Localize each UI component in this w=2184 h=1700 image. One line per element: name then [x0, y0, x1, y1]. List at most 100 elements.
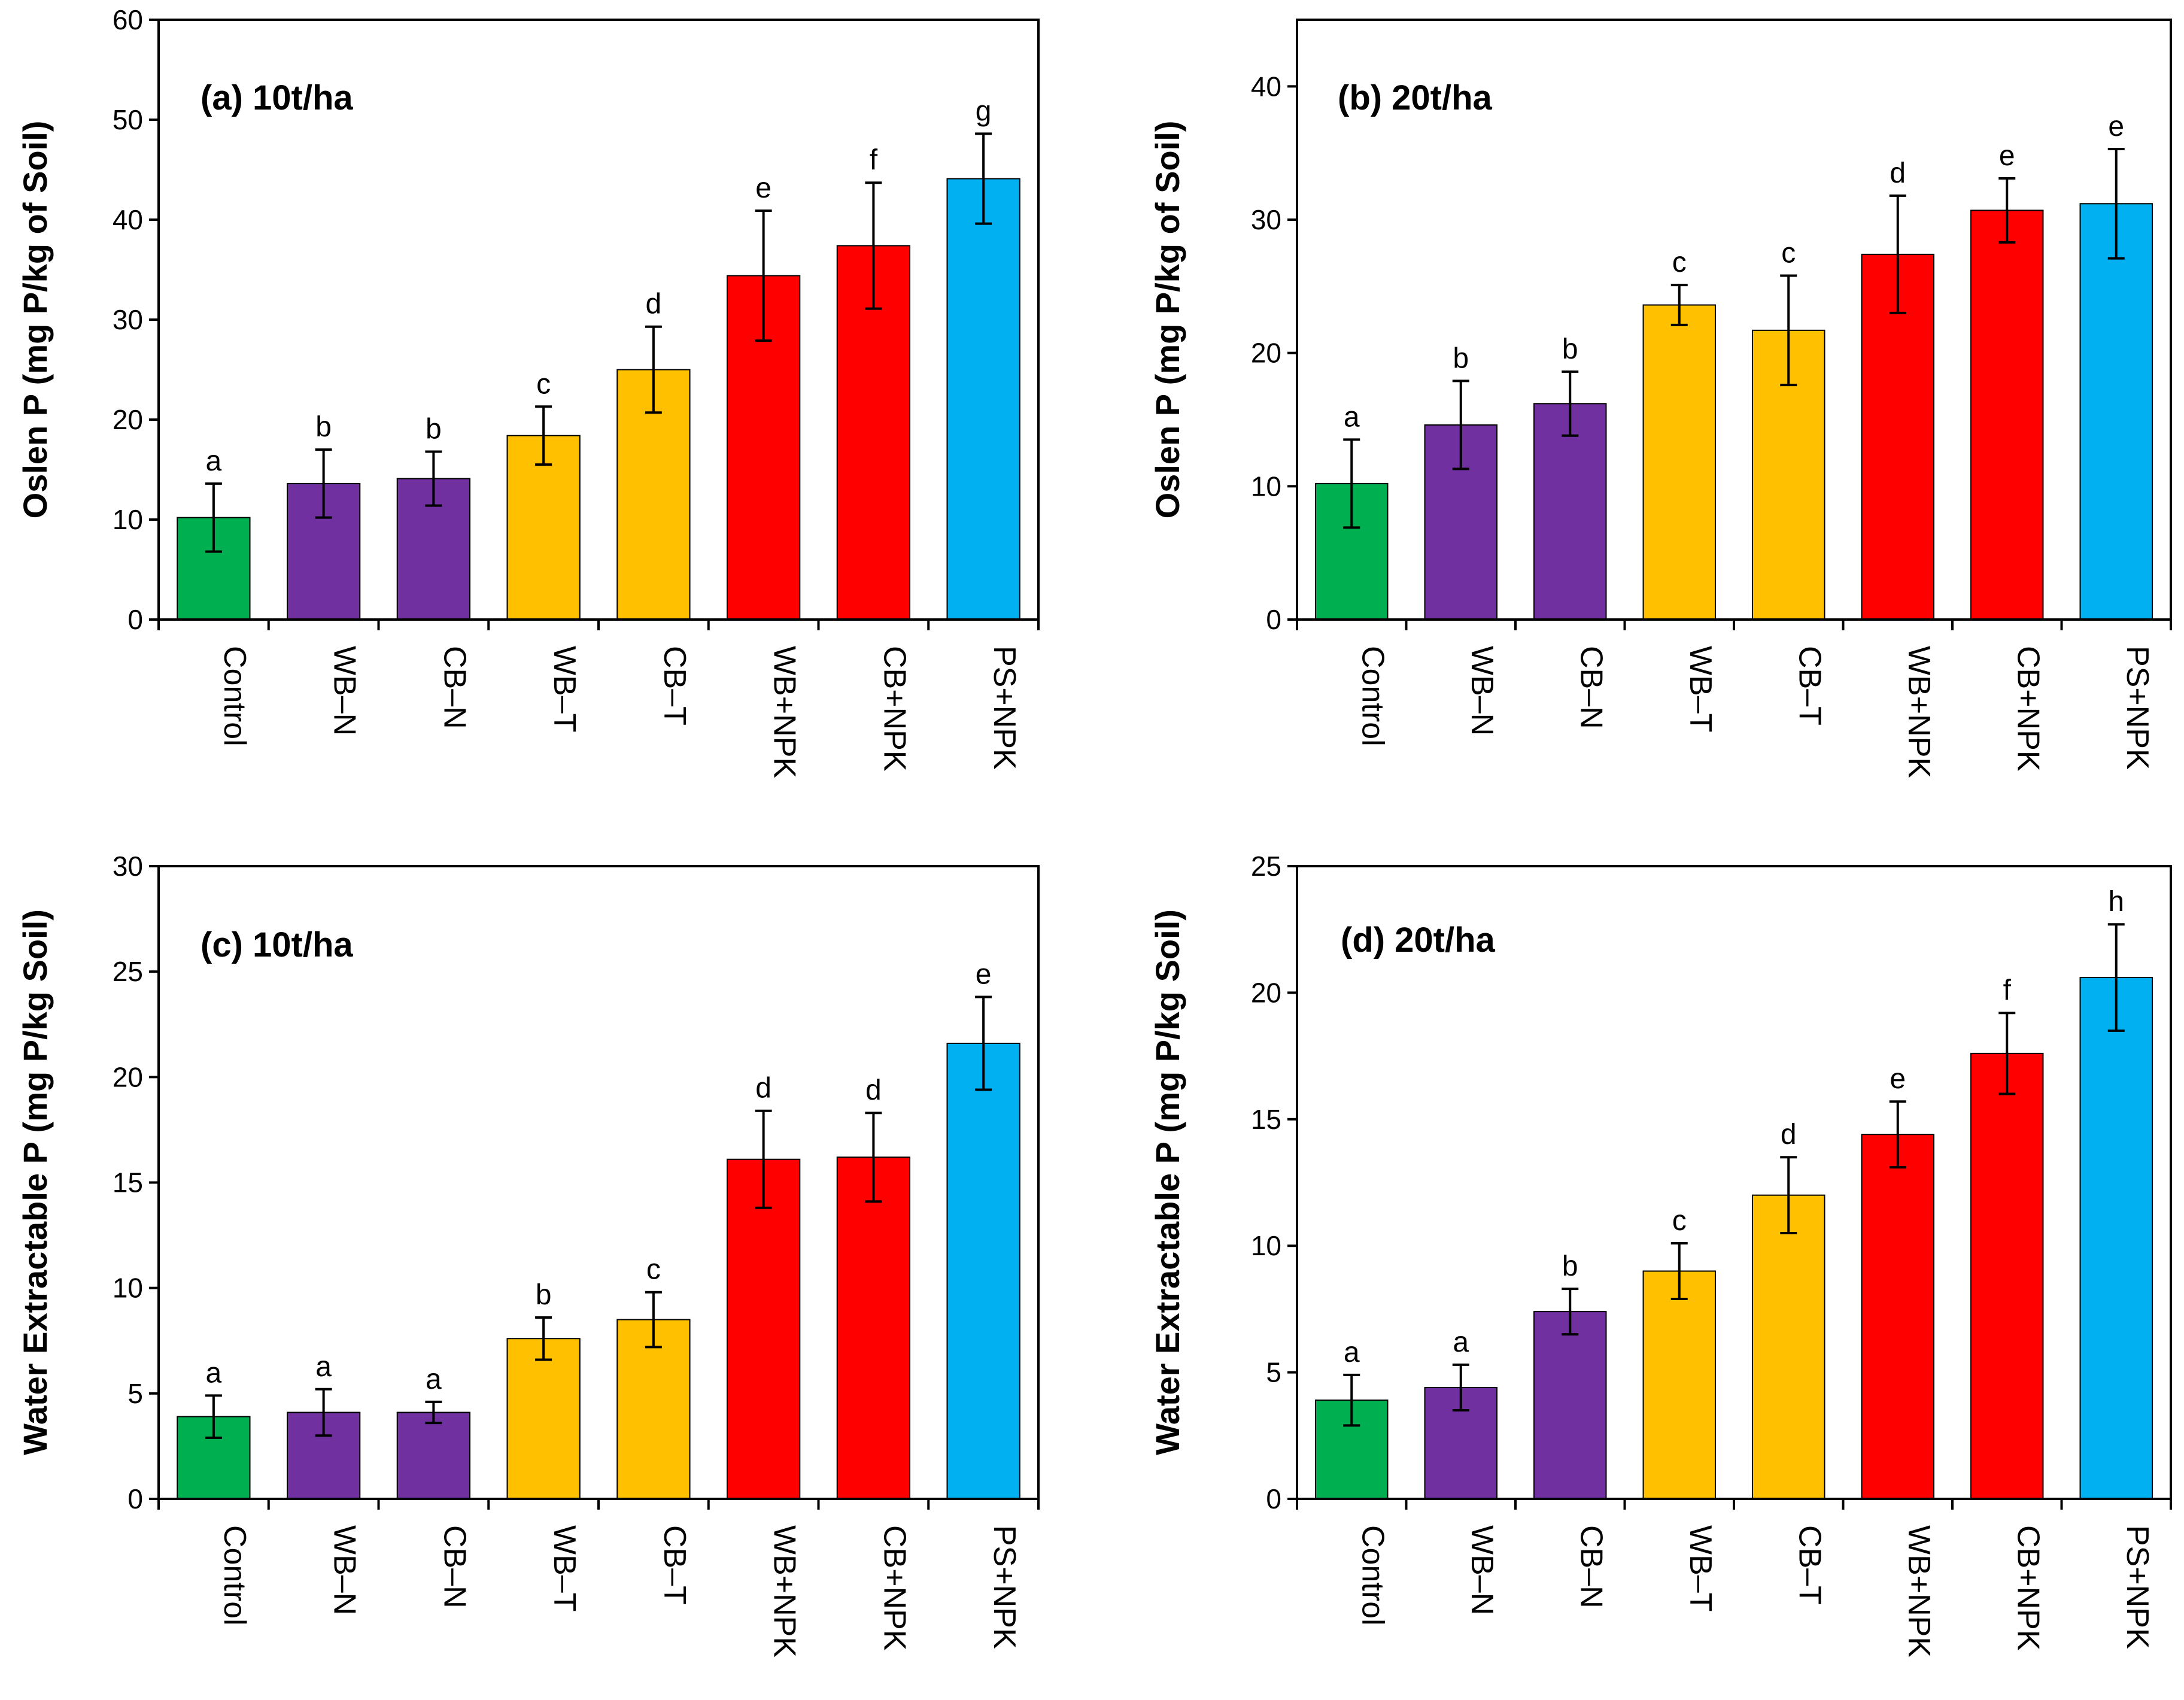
y-tick-label: 0 — [127, 604, 143, 635]
significance-label: e — [1890, 1063, 1906, 1095]
bar-WB–T — [506, 1338, 581, 1499]
bar-CB–N — [1533, 1311, 1607, 1499]
chart-panel-a: 0 10 20 30 40 50 60 a Control b WB–N b CB–N c WB–T d CB–… — [16, 4, 1040, 778]
chart-panel-d: 0 5 10 15 20 25 a Control a WB–N b CB–N c WB–T d CB–T e W… — [1149, 851, 2172, 1658]
bar-WB+NPK — [726, 1158, 801, 1499]
x-tick-label: PS+NPK — [987, 646, 1022, 770]
y-tick-label: 25 — [113, 956, 143, 987]
x-tick-label: WB–N — [1465, 1525, 1499, 1615]
chart-panel-c: 0 5 10 15 20 25 30 a Control a WB–N a CB–N b WB–T c CB–T… — [16, 851, 1040, 1658]
y-tick-label: 5 — [127, 1378, 143, 1409]
chart-panel-b: 0 10 20 30 40 a Control b WB–N b CB–N c WB–T c CB–T d WB… — [1149, 19, 2172, 778]
x-tick-label: CB+NPK — [2010, 646, 2045, 772]
x-tick-label: WB–T — [1683, 1525, 1718, 1611]
significance-label: a — [315, 1351, 332, 1383]
bar-CB+NPK — [1970, 1052, 2044, 1499]
y-tick-label: 10 — [1251, 1230, 1281, 1261]
x-tick-label: CB+NPK — [877, 646, 912, 772]
significance-label: b — [426, 413, 442, 445]
y-axis-label: Water Extractable P (mg P/kg Soil) — [16, 909, 54, 1455]
y-axis-label: Oslen P (mg P/kg of Soil) — [16, 121, 54, 519]
significance-label: e — [2108, 111, 2124, 142]
significance-label: d — [1781, 1119, 1797, 1150]
x-tick-label: WB–T — [547, 646, 582, 732]
y-axis-label: Oslen P (mg P/kg of Soil) — [1149, 121, 1186, 519]
x-tick-label: WB+NPK — [767, 1525, 802, 1658]
y-tick-label: 15 — [1251, 1104, 1281, 1135]
bar-PS+NPK — [946, 1042, 1020, 1499]
significance-label: a — [1344, 401, 1360, 433]
significance-label: h — [2108, 886, 2124, 918]
y-tick-label: 20 — [113, 404, 143, 435]
y-tick-label: 10 — [113, 504, 143, 535]
y-tick-label: 10 — [113, 1273, 143, 1304]
x-tick-label: WB–N — [327, 1525, 362, 1615]
significance-label: c — [1781, 238, 1796, 269]
bar-PS+NPK — [2079, 203, 2153, 620]
significance-label: e — [976, 958, 992, 990]
bar-CB–T — [1752, 1194, 1825, 1499]
bar-WB–T — [1642, 1270, 1716, 1499]
significance-label: b — [1453, 342, 1469, 374]
significance-label: a — [206, 1357, 222, 1389]
bar-WB–T — [1642, 304, 1716, 620]
x-tick-label: CB–N — [437, 646, 472, 729]
significance-label: c — [1672, 1205, 1687, 1237]
y-tick-label: 20 — [1251, 338, 1281, 369]
x-tick-label: CB–T — [1792, 1525, 1827, 1605]
bar-CB+NPK — [1970, 210, 2044, 620]
x-tick-label: PS+NPK — [987, 1525, 1022, 1649]
x-tick-label: CB–T — [1792, 646, 1827, 725]
panel-title: (c) 10t/ha — [201, 925, 353, 964]
y-tick-label: 15 — [113, 1167, 143, 1198]
x-tick-label: CB–T — [657, 1525, 692, 1605]
y-axis-label: Water Extractable P (mg P/kg Soil) — [1149, 909, 1186, 1455]
bar-CB+NPK — [836, 1156, 911, 1499]
y-tick-label: 25 — [1251, 851, 1281, 882]
bar-CB–T — [616, 1319, 691, 1499]
y-tick-label: 40 — [113, 204, 143, 235]
bar-WB+NPK — [1861, 253, 1934, 621]
y-tick-label: 20 — [113, 1061, 143, 1092]
panel-title: (d) 20t/ha — [1341, 921, 1496, 960]
bar-CB–N — [396, 1411, 471, 1499]
x-tick-label: Control — [217, 646, 252, 746]
x-tick-label: Control — [1355, 1525, 1390, 1626]
significance-label: d — [865, 1074, 882, 1106]
x-tick-label: WB–N — [1465, 646, 1499, 736]
bar-WB+NPK — [1861, 1134, 1934, 1499]
x-tick-label: CB+NPK — [2010, 1525, 2045, 1651]
bar-PS+NPK — [946, 178, 1020, 620]
significance-label: b — [315, 411, 332, 443]
plot-frame — [157, 865, 1040, 1500]
y-tick-label: 30 — [113, 851, 143, 882]
x-tick-label: Control — [1355, 646, 1390, 746]
significance-label: f — [870, 144, 878, 176]
x-tick-label: WB–T — [547, 1525, 582, 1611]
significance-label: b — [1562, 1250, 1578, 1282]
significance-label: e — [755, 172, 771, 204]
bar-CB–N — [1533, 403, 1607, 621]
y-tick-label: 30 — [113, 304, 143, 335]
panel-title: (a) 10t/ha — [201, 78, 353, 117]
x-tick-label: WB+NPK — [1901, 1525, 1936, 1658]
y-tick-label: 60 — [113, 4, 143, 35]
y-tick-label: 0 — [127, 1483, 143, 1514]
x-tick-label: PS+NPK — [2120, 646, 2155, 770]
significance-label: c — [646, 1254, 661, 1286]
y-tick-label: 0 — [1266, 1483, 1281, 1514]
y-tick-label: 50 — [113, 104, 143, 135]
plot-frame — [157, 19, 1040, 621]
x-tick-label: WB+NPK — [767, 646, 802, 778]
x-tick-label: WB–T — [1683, 646, 1718, 732]
x-tick-label: CB–N — [1574, 1525, 1608, 1608]
y-tick-label: 20 — [1251, 977, 1281, 1008]
x-tick-label: Control — [217, 1525, 252, 1626]
significance-label: a — [206, 445, 222, 477]
panel-title: (b) 20t/ha — [1338, 78, 1493, 117]
x-tick-label: CB–N — [1574, 646, 1608, 729]
y-tick-label: 30 — [1251, 204, 1281, 235]
significance-label: f — [2003, 975, 2012, 1006]
plot-frame — [1296, 865, 2172, 1500]
